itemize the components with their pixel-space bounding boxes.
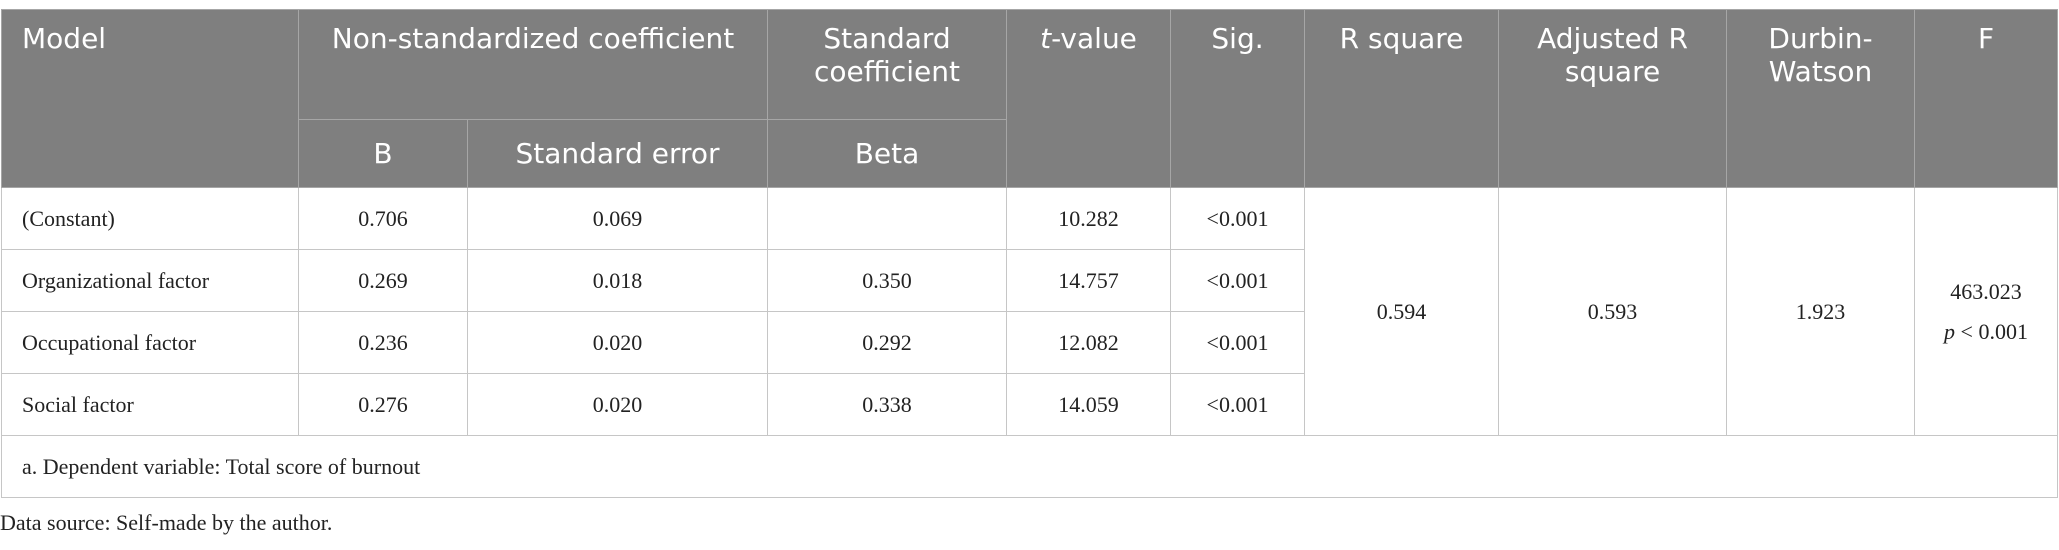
cell: Organizational factor	[1, 249, 299, 312]
cell: 0.069	[466, 187, 769, 250]
cell: <0.001	[1170, 249, 1306, 312]
cell: 14.757	[1006, 249, 1172, 312]
cell: 0.594	[1304, 187, 1500, 436]
cell: Social factor	[1, 373, 299, 436]
table-row: (Constant) 0.706 0.069 10.282 <0.001 0.594 0.5…	[1, 187, 2059, 436]
cell: 14.059	[1006, 373, 1172, 436]
cell: <0.001	[1170, 373, 1306, 436]
source-note: Data source: Self-made by the author.	[0, 510, 333, 535]
header-cell: Beta	[767, 119, 1008, 188]
cell: 0.338	[767, 373, 1008, 436]
header-cell: t-value	[1006, 9, 1172, 188]
cell	[767, 187, 1008, 250]
table-row: Social factor 0.276 0.020 0.338 14.059 <0.001	[1, 373, 2058, 436]
header-cell: Non-standardized coefficient	[297, 9, 769, 120]
note-row: a. Dependent variable: Total score of bu…	[0, 435, 2059, 498]
header-cell: F	[1914, 9, 2059, 188]
header-cell: Standard coefficient	[767, 9, 1008, 120]
cell: 0.020	[466, 373, 769, 436]
cell: 0.292	[767, 311, 1008, 374]
header-cell: Standard error	[466, 119, 769, 188]
header-cell: Sig.	[1170, 9, 1306, 188]
regression-table: Model Non-standardized coefficient Stand…	[0, 9, 2059, 498]
note: a. Dependent variable: Total score of bu…	[0, 435, 2059, 498]
header-cell: B	[298, 119, 468, 188]
header-text: -value	[1051, 22, 1137, 55]
cell: 0.236	[298, 311, 468, 374]
f-value: 463.023	[1950, 278, 2022, 304]
p-value: < 0.001	[1955, 318, 2028, 344]
header-row: B Standard error Beta	[2, 119, 2058, 188]
header-cell: Adjusted R square	[1498, 9, 1728, 188]
cell: 10.282	[1006, 187, 1172, 250]
p-symbol: p	[1944, 318, 1956, 344]
cell: 1.923	[1726, 187, 1916, 436]
cell: 0.020	[466, 311, 769, 374]
cell: Occupational factor	[1, 311, 299, 374]
header-cell: R square	[1304, 9, 1500, 188]
header-cell: Durbin-Watson	[1726, 9, 1916, 188]
cell: (Constant)	[1, 187, 299, 250]
header-text: t	[1040, 22, 1052, 55]
cell: <0.001	[1170, 311, 1306, 374]
cell: 0.593	[1498, 187, 1728, 436]
cell: 0.276	[298, 373, 468, 436]
cell: 0.350	[767, 249, 1008, 312]
header-cell: Model	[1, 9, 299, 188]
cell: 0.018	[466, 249, 769, 312]
cell: 0.269	[298, 249, 468, 312]
cell: 463.023 p < 0.001	[1914, 187, 2059, 436]
cell: 0.706	[298, 187, 468, 250]
table-body: (Constant) 0.706 0.069 10.282 <0.001 0.594 0.5…	[1, 187, 2059, 436]
cell: 12.082	[1006, 311, 1172, 374]
header-row: Model Non-standardized coefficient Stand…	[1, 9, 2059, 188]
cell: <0.001	[1170, 187, 1306, 250]
